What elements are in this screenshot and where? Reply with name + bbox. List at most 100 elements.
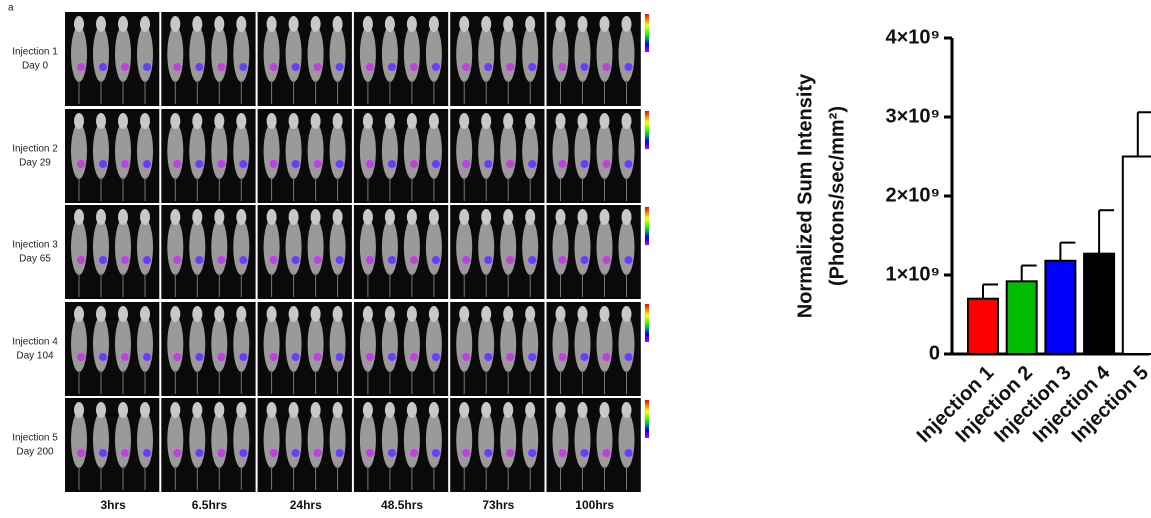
mouse <box>456 219 473 275</box>
mouse <box>189 316 206 372</box>
mouse-head <box>459 306 470 322</box>
signal <box>602 63 611 71</box>
mouse <box>115 219 131 275</box>
mouse-head <box>428 16 439 32</box>
mouse <box>307 26 324 82</box>
signal <box>239 160 248 168</box>
signal <box>313 353 322 361</box>
signal <box>143 160 151 168</box>
mouse <box>478 123 495 179</box>
signal <box>387 256 396 264</box>
mouse-head <box>459 209 470 225</box>
mouse-head <box>96 306 106 322</box>
mouse-head <box>266 16 277 32</box>
mouse-head <box>525 113 536 129</box>
signal <box>121 256 129 264</box>
mouse-head <box>96 16 106 32</box>
signal <box>528 449 537 457</box>
mouse <box>596 316 613 372</box>
mouse-head <box>170 306 181 322</box>
row-label: Injection 2 <box>12 144 58 155</box>
signal <box>431 160 440 168</box>
signal <box>269 256 278 264</box>
signal <box>602 256 611 264</box>
signal <box>269 160 278 168</box>
mouse <box>359 316 376 372</box>
signal <box>77 256 85 264</box>
mouse <box>263 123 280 179</box>
mouse <box>574 219 591 275</box>
mouse <box>233 412 250 468</box>
signal <box>602 160 611 168</box>
mouse-head <box>310 16 321 32</box>
mouse-head <box>577 209 588 225</box>
signal <box>195 353 204 361</box>
mouse <box>307 123 324 179</box>
signal <box>99 353 107 361</box>
column-label: 48.5hrs <box>381 498 423 512</box>
mouse <box>137 412 153 468</box>
signal <box>239 449 248 457</box>
color-scale <box>645 304 649 342</box>
mouse-head <box>74 16 84 32</box>
signal <box>484 353 493 361</box>
mouse-head <box>74 402 84 418</box>
mouse-head <box>555 16 566 32</box>
bar <box>1044 259 1077 355</box>
signal <box>602 449 611 457</box>
signal <box>121 449 129 457</box>
mouse <box>285 219 302 275</box>
mouse <box>167 316 184 372</box>
signal <box>291 449 300 457</box>
mouse-head <box>266 306 277 322</box>
y-tick-label: 1×10⁹ <box>885 263 940 285</box>
mouse-head <box>192 113 203 129</box>
mouse <box>167 412 184 468</box>
mouse-head <box>599 113 610 129</box>
signal <box>506 160 515 168</box>
signal <box>335 449 344 457</box>
signal <box>313 63 322 71</box>
mouse-head <box>118 306 128 322</box>
mouse-head <box>332 306 343 322</box>
mouse-head <box>428 306 439 322</box>
signal <box>624 449 633 457</box>
mouse <box>211 316 228 372</box>
mouse <box>263 316 280 372</box>
mouse-head <box>384 402 395 418</box>
mouse-head <box>621 113 632 129</box>
mouse <box>381 316 398 372</box>
mouse <box>137 123 153 179</box>
mouse-head <box>384 209 395 225</box>
mouse <box>211 219 228 275</box>
mouse-head <box>459 113 470 129</box>
mouse-head <box>74 306 84 322</box>
bar <box>1121 155 1151 355</box>
mouse <box>115 26 131 82</box>
row-label: Injection 1 <box>12 47 58 58</box>
mouse-head <box>525 16 536 32</box>
mouse-head <box>503 306 514 322</box>
row-label: Injection 5 <box>12 433 58 444</box>
mouse <box>618 123 635 179</box>
mouse-head <box>118 402 128 418</box>
mouse-head <box>266 113 277 129</box>
mouse <box>403 26 420 82</box>
mouse <box>307 316 324 372</box>
mouse-head <box>236 16 247 32</box>
row-label: Injection 4 <box>12 337 58 348</box>
mouse <box>307 412 324 468</box>
y-tick-label: 0 <box>929 342 940 364</box>
signal <box>121 160 129 168</box>
mouse <box>456 123 473 179</box>
signal <box>409 160 418 168</box>
mouse <box>359 123 376 179</box>
mouse <box>574 316 591 372</box>
signal <box>99 160 107 168</box>
mouse-head <box>288 113 299 129</box>
mouse-head <box>406 306 417 322</box>
mouse-head <box>525 402 536 418</box>
mouse <box>233 26 250 82</box>
signal <box>484 449 493 457</box>
signal <box>291 256 300 264</box>
